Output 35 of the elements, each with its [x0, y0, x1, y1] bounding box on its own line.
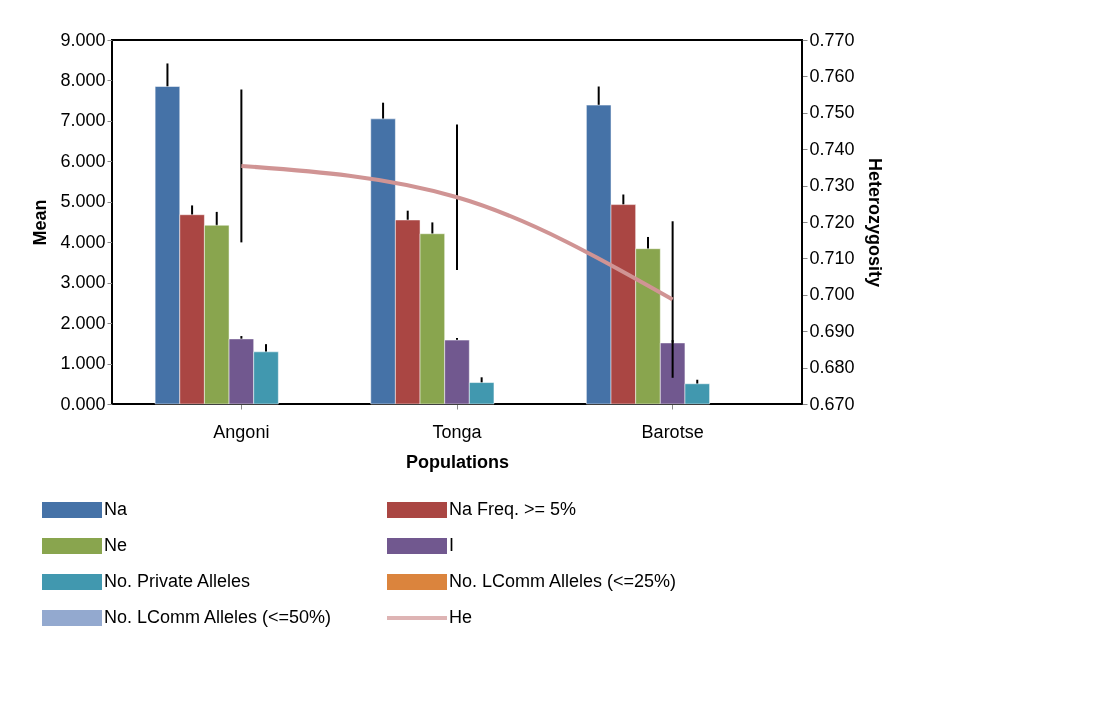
y-tick-label: 3.000 — [60, 272, 106, 293]
x-tick-label: Barotse — [641, 421, 704, 442]
y2-tick-label: 0.770 — [809, 29, 855, 50]
legend-label: Na — [104, 499, 128, 519]
legend-label: Ne — [104, 535, 128, 555]
y-tick-label: 6.000 — [60, 150, 106, 171]
x-tick-label: Tonga — [432, 421, 483, 442]
y2-tick-label: 0.710 — [809, 247, 855, 268]
legend-label: I — [449, 535, 455, 555]
legend-label: No. LComm Alleles (<=25%) — [449, 571, 677, 591]
y2-tick-label: 0.680 — [809, 357, 855, 378]
y-axis-title: Mean — [30, 199, 51, 246]
legend-label: No. Private Alleles — [104, 571, 251, 591]
y-tick-label: 8.000 — [60, 69, 106, 90]
y-tick-label: 9.000 — [60, 29, 106, 50]
y2-tick-label: 0.720 — [809, 211, 855, 232]
y2-tick-label: 0.700 — [809, 284, 855, 305]
y-tick-label: 0.000 — [60, 393, 106, 414]
y2-tick-label: 0.690 — [809, 320, 855, 341]
y2-tick-label: 0.760 — [809, 65, 855, 86]
y2-tick-label: 0.670 — [809, 393, 855, 414]
x-axis-title: Populations — [406, 451, 509, 472]
y2-tick-label: 0.730 — [809, 175, 855, 196]
y2-tick-label: 0.750 — [809, 102, 855, 123]
legend-label: Na Freq. >= 5% — [449, 499, 577, 519]
legend-label: He — [449, 607, 473, 627]
y-tick-label: 1.000 — [60, 353, 106, 374]
x-tick-label: Angoni — [213, 421, 270, 442]
y-tick-label: 5.000 — [60, 191, 106, 212]
legend-label: No. LComm Alleles (<=50%) — [104, 607, 332, 627]
y-tick-label: 4.000 — [60, 231, 106, 252]
y-tick-label: 7.000 — [60, 110, 106, 131]
y-tick-label: 2.000 — [60, 312, 106, 333]
y2-axis-title: Heterozygosity — [864, 157, 885, 288]
y2-tick-label: 0.740 — [809, 138, 855, 159]
